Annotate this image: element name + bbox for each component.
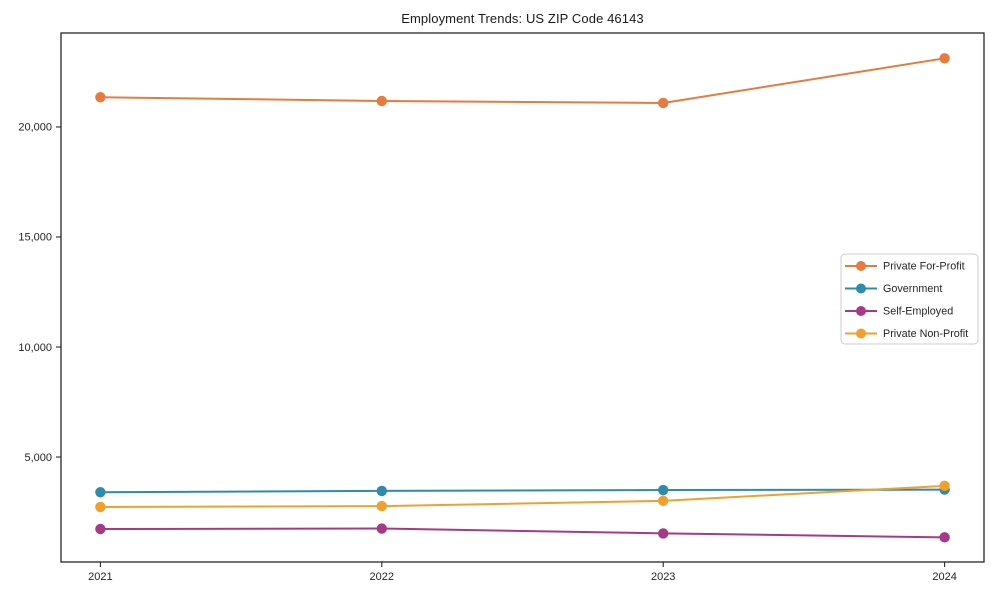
plot-border [60, 32, 985, 563]
data-point-marker [95, 487, 106, 498]
data-point-marker [658, 528, 669, 539]
chart-title: Employment Trends: US ZIP Code 46143 [401, 11, 644, 26]
data-point-marker [939, 53, 950, 64]
data-point-marker [95, 523, 106, 535]
legend-entry: Private For-Profit [845, 261, 965, 273]
legend-label: Private For-Profit [883, 261, 965, 273]
legend-marker-dot [856, 283, 866, 294]
legend-marker-dot [856, 328, 866, 339]
x-axis-tick-label: 2023 [651, 571, 675, 583]
series-line-private-for-profit [100, 57, 945, 104]
data-point-marker [658, 484, 669, 496]
x-axis-tick-label: 2024 [932, 571, 956, 583]
legend-entry: Private Non-Profit [845, 328, 968, 340]
series-line-private-non-profit [100, 484, 945, 508]
legend-label: Government [883, 283, 942, 295]
legend-box [840, 253, 979, 345]
legend-label: Self-Employed [883, 306, 953, 318]
data-point-marker [939, 480, 950, 492]
data-point-marker [376, 95, 387, 107]
data-point-marker [376, 500, 387, 512]
data-point-marker [658, 495, 669, 507]
x-axis-tick-label: 2022 [370, 571, 394, 583]
data-point-marker [376, 485, 387, 497]
data-point-marker [939, 532, 950, 543]
legend-label: Private Non-Profit [883, 328, 968, 340]
legend: Private For-Profit Government Self-Employe… [840, 253, 979, 345]
y-axis-tick-label: 10,000 [18, 342, 52, 354]
y-axis-tick-label: 5,000 [24, 452, 52, 464]
x-axis-tick-label: 2021 [88, 571, 112, 583]
series-line-government [100, 488, 945, 494]
y-axis-tick-label: 15,000 [18, 232, 52, 244]
legend-marker-dot [856, 261, 866, 271]
legend-entry: Government [845, 283, 942, 295]
data-point-marker [658, 97, 669, 109]
data-point-marker [376, 523, 387, 534]
legend-entry: Self-Employed [845, 306, 953, 318]
y-axis-tick-label: 20,000 [18, 122, 52, 134]
series-line-self-employed [100, 527, 945, 539]
data-point-marker [95, 501, 106, 513]
data-point-marker [95, 92, 106, 103]
legend-marker-dot [856, 306, 866, 316]
